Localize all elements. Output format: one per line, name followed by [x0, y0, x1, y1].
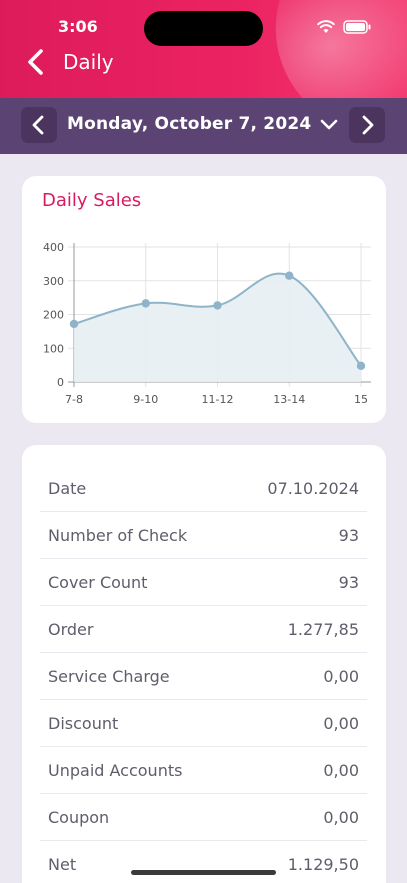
summary-row-value: 1.129,50	[287, 854, 359, 874]
summary-row-value: 93	[338, 525, 359, 545]
x-tick-label: 11-12	[202, 393, 234, 406]
summary-row: Unpaid Accounts 0,00	[40, 747, 367, 794]
data-point	[141, 299, 150, 308]
x-tick-label: 13-14	[273, 393, 305, 406]
data-point	[356, 361, 366, 370]
summary-row: Cover Count 93	[40, 559, 367, 606]
status-time: 3:06	[58, 17, 98, 36]
y-tick-label: 300	[43, 275, 64, 288]
chart-title: Daily Sales	[42, 190, 142, 211]
summary-row: Number of Check 93	[40, 512, 367, 559]
summary-row-label: Cover Count	[48, 572, 148, 592]
chevron-right-icon	[362, 115, 374, 135]
summary-row: Coupon 0,00	[40, 794, 367, 841]
series-area	[74, 273, 361, 382]
date-selector-bar: Monday, October 7, 2024	[0, 98, 407, 154]
summary-row-label: Order	[48, 619, 94, 639]
selected-date[interactable]: Monday, October 7, 2024	[67, 114, 312, 134]
summary-row-label: Coupon	[48, 807, 110, 827]
chevron-left-icon	[32, 115, 44, 135]
summary-row: Net 1.129,50	[40, 841, 367, 883]
summary-row-label: Unpaid Accounts	[48, 760, 183, 780]
data-point	[285, 271, 294, 280]
chevron-left-icon	[28, 49, 43, 75]
dynamic-island	[144, 11, 263, 46]
summary-row-value: 0,00	[323, 666, 359, 686]
next-day-button[interactable]	[349, 107, 385, 143]
header-decoration	[249, 0, 407, 98]
previous-day-button[interactable]	[21, 107, 57, 143]
y-tick-label: 0	[57, 376, 64, 389]
app-header: 3:06 Daily	[0, 0, 407, 98]
wifi-icon	[317, 19, 335, 38]
sales-summary-card: Date 07.10.2024 Number of Check 93 Cover Cou…	[22, 445, 386, 883]
summary-row-label: Discount	[48, 713, 119, 733]
home-indicator	[131, 870, 276, 875]
summary-row-value: 07.10.2024	[267, 478, 359, 498]
summary-row-value: 0,00	[323, 807, 359, 827]
summary-row: Date 07.10.2024	[40, 465, 367, 512]
summary-row-value: 0,00	[323, 760, 359, 780]
y-tick-label: 100	[43, 342, 64, 355]
battery-icon	[343, 19, 371, 38]
date-dropdown-button[interactable]	[320, 117, 338, 136]
daily-sales-chart: 0 100 200 300 400 7-8 9-10 11-12 13-14 15	[43, 241, 371, 406]
x-tick-label: 9-10	[133, 393, 158, 406]
summary-row: Discount 0,00	[40, 700, 367, 747]
chevron-down-icon	[320, 119, 338, 130]
summary-row: Service Charge 0,00	[40, 653, 367, 700]
y-tick-label: 400	[43, 241, 64, 254]
summary-row-label: Number of Check	[48, 525, 188, 545]
summary-row-label: Date	[48, 478, 87, 498]
summary-row-value: 0,00	[323, 713, 359, 733]
summary-row: Order 1.277,85	[40, 606, 367, 653]
summary-row-label: Net	[48, 854, 77, 874]
x-tick-label: 15	[354, 393, 368, 406]
summary-row-label: Service Charge	[48, 666, 170, 686]
back-button[interactable]	[22, 46, 52, 80]
x-tick-label: 7-8	[65, 393, 83, 406]
summary-row-value: 93	[338, 572, 359, 592]
page-title: Daily	[63, 50, 114, 74]
y-tick-label: 200	[43, 309, 64, 322]
daily-sales-card: Daily Sales 0 100 200 300 400 7-8 9-10 11-12 13-…	[22, 176, 386, 423]
summary-row-value: 1.277,85	[287, 619, 359, 639]
status-icons	[317, 19, 371, 38]
data-point	[213, 301, 222, 310]
data-point	[69, 319, 79, 329]
